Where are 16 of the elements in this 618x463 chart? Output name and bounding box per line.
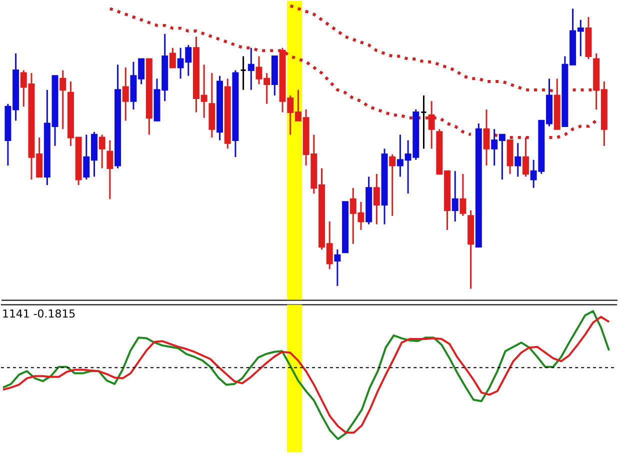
candlestick <box>98 134 106 170</box>
candlestick <box>106 140 114 200</box>
candlestick <box>452 170 458 222</box>
candlestick <box>460 173 466 217</box>
candlestick <box>389 154 396 217</box>
candlestick <box>334 248 341 287</box>
candlestick <box>483 108 490 166</box>
candlestick <box>60 70 66 130</box>
candlestick <box>122 66 129 122</box>
candlestick <box>514 142 522 178</box>
candlestick <box>420 94 427 150</box>
candlestick <box>248 47 254 91</box>
candlestick <box>373 173 380 226</box>
candlestick <box>169 47 176 68</box>
annotation: 1141 -0.1815 <box>2 308 76 321</box>
candlestick <box>240 56 247 91</box>
